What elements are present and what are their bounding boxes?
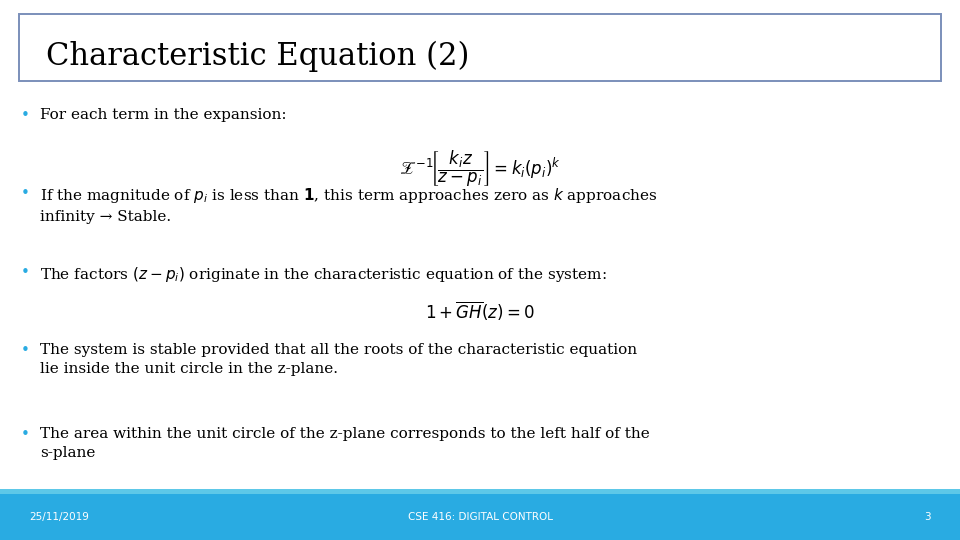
Text: The factors $(z - p_i)$ originate in the characteristic equation of the system:: The factors $(z - p_i)$ originate in the… bbox=[40, 265, 607, 284]
Text: $\mathscr{Z}^{-1}\!\left[\dfrac{k_i z}{z - p_i}\right] = k_i(p_i)^k$: $\mathscr{Z}^{-1}\!\left[\dfrac{k_i z}{z… bbox=[399, 148, 561, 188]
FancyBboxPatch shape bbox=[0, 489, 960, 494]
Text: •: • bbox=[21, 186, 30, 201]
Text: $1 + \overline{GH}(z) = 0$: $1 + \overline{GH}(z) = 0$ bbox=[425, 300, 535, 323]
FancyBboxPatch shape bbox=[0, 494, 960, 540]
Text: •: • bbox=[21, 265, 30, 280]
Text: If the magnitude of $p_i$ is less than $\mathbf{1}$, this term approaches zero a: If the magnitude of $p_i$ is less than $… bbox=[40, 186, 658, 224]
FancyBboxPatch shape bbox=[19, 14, 941, 81]
Text: The system is stable provided that all the roots of the characteristic equation
: The system is stable provided that all t… bbox=[40, 343, 637, 376]
Text: The area within the unit circle of the z-plane corresponds to the left half of t: The area within the unit circle of the z… bbox=[40, 427, 650, 460]
Text: •: • bbox=[21, 427, 30, 442]
Text: Characteristic Equation (2): Characteristic Equation (2) bbox=[46, 41, 469, 72]
Text: 3: 3 bbox=[924, 512, 931, 522]
Text: For each term in the expansion:: For each term in the expansion: bbox=[40, 108, 287, 122]
Text: •: • bbox=[21, 343, 30, 358]
Text: CSE 416: DIGITAL CONTROL: CSE 416: DIGITAL CONTROL bbox=[407, 512, 553, 522]
Text: 25/11/2019: 25/11/2019 bbox=[29, 512, 88, 522]
Text: •: • bbox=[21, 108, 30, 123]
